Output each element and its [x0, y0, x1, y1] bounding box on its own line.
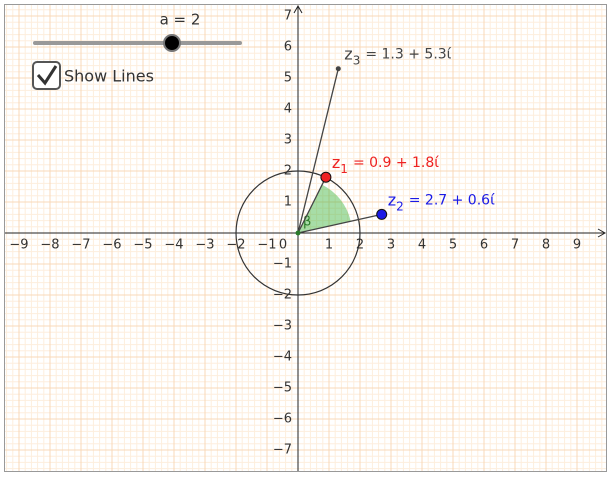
point: [335, 66, 341, 72]
y-tick-label: 2: [284, 164, 292, 179]
point-index: 3: [353, 53, 361, 67]
point-name: z: [344, 44, 352, 63]
y-tick-label: −6: [273, 412, 292, 427]
x-tick-label: −7: [71, 238, 90, 253]
x-tick-label: −2: [226, 238, 245, 253]
vector-line: [297, 213, 382, 234]
x-tick-label: 6: [480, 238, 488, 253]
slider-knob[interactable]: [163, 34, 181, 52]
y-tick-label: −4: [273, 350, 292, 365]
point-expression: = 1.3 + 5.3ί: [365, 47, 451, 63]
x-tick-label: 5: [449, 238, 457, 253]
y-tick-label: −3: [273, 319, 292, 334]
x-axis-arrow: [597, 228, 607, 238]
point: [320, 171, 332, 183]
point-name: z: [388, 190, 396, 209]
checkmark: [36, 65, 58, 86]
y-tick-label: 6: [284, 40, 292, 55]
x-tick-label: 9: [573, 238, 581, 253]
x-tick-label: −5: [133, 238, 152, 253]
x-tick-label: 3: [387, 238, 395, 253]
x-tick-label: 2: [356, 238, 364, 253]
point-label: z2 = 2.7 + 0.6ί: [388, 190, 495, 213]
y-tick-label: −1: [273, 257, 292, 272]
unit-circle: [235, 170, 361, 296]
origin-point: [295, 230, 301, 236]
frame: [4, 4, 607, 472]
y-tick-label: −2: [273, 288, 292, 303]
point-index: 2: [396, 199, 404, 213]
y-tick-label: 5: [284, 71, 292, 86]
x-tick-label: −1: [257, 238, 276, 253]
point-label: z1 = 0.9 + 1.8ί: [332, 153, 439, 176]
x-tick-label: 7: [511, 238, 519, 253]
x-tick-label: −9: [9, 238, 28, 253]
y-tick-label: −7: [273, 443, 292, 458]
y-tick-label: −5: [273, 381, 292, 396]
checkbox[interactable]: Show Lines: [32, 61, 154, 90]
slider[interactable]: a = 2: [33, 11, 242, 52]
y-tick-label: 1: [284, 195, 292, 210]
x-tick-label: 0: [279, 238, 287, 253]
point-index: 1: [340, 162, 348, 176]
point-expression: = 0.9 + 1.8ί: [353, 155, 439, 171]
x-tick-label: 1: [325, 238, 333, 253]
point-name: z: [332, 153, 340, 172]
y-tick-label: 7: [284, 9, 292, 24]
plot: −9 −8 −7 −6 −5 −4 −3 −2 −1 0 1 2 3 4 5 6 7 8 9−7−6−5−4−3−2…: [5, 4, 607, 471]
x-tick-label: −8: [40, 238, 59, 253]
y-tick-label: 4: [284, 102, 292, 117]
vector-line: [297, 176, 327, 234]
angle-label: β: [303, 215, 311, 230]
y-tick-label: 3: [284, 133, 292, 148]
x-tick-label: −6: [102, 238, 121, 253]
point-label: z3 = 1.3 + 5.3ί: [344, 44, 451, 67]
vector-line: [297, 68, 339, 234]
x-tick-label: 4: [418, 238, 426, 253]
point: [376, 208, 388, 220]
x-tick-label: −3: [195, 238, 214, 253]
angle-sector: [298, 184, 351, 233]
y-axis-arrow: [293, 4, 303, 14]
checkbox-label[interactable]: Show Lines: [64, 67, 154, 86]
point-expression: = 2.7 + 0.6ί: [409, 192, 495, 208]
x-tick-label: −4: [164, 238, 183, 253]
x-tick-label: 8: [542, 238, 550, 253]
slider-label: a = 2: [160, 11, 201, 29]
